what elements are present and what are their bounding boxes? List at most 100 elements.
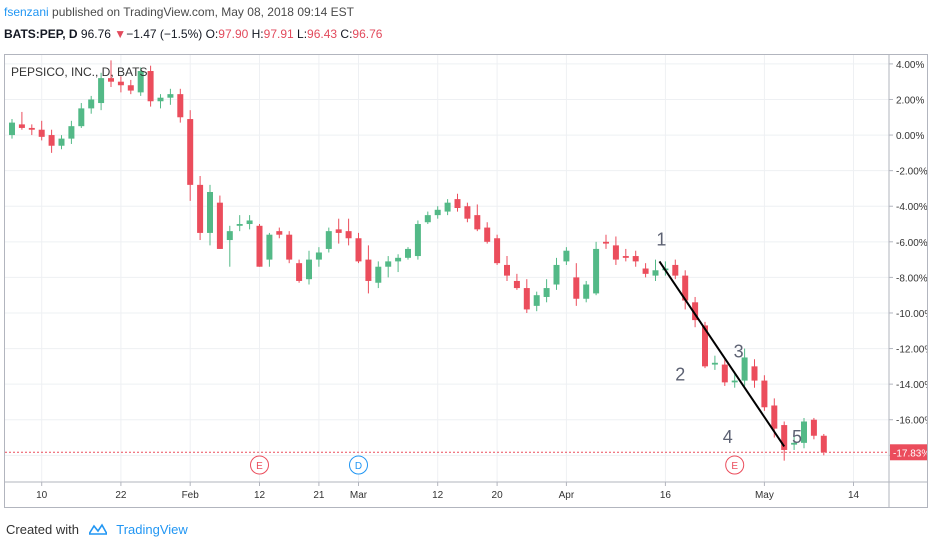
candle-body	[197, 184, 204, 233]
candle	[474, 204, 481, 232]
candle	[563, 247, 570, 265]
y-tick-label: -2.00%	[896, 167, 927, 178]
candle	[711, 355, 718, 370]
candle	[672, 259, 679, 280]
candle-body	[721, 364, 728, 383]
candle-body	[781, 425, 788, 450]
candle-body	[801, 421, 807, 443]
candle-body	[553, 264, 560, 285]
publish-info: fsenzani published on TradingView.com, M…	[4, 5, 354, 19]
candle	[108, 60, 114, 88]
candle-body	[434, 209, 441, 216]
candle	[424, 211, 431, 225]
candle-body	[345, 231, 352, 239]
y-tick-label: -4.00%	[896, 202, 927, 213]
candle-body	[642, 268, 649, 274]
candle	[682, 270, 689, 310]
y-tick-label: -8.00%	[896, 273, 927, 284]
candle	[28, 124, 35, 136]
candle-body	[177, 94, 184, 118]
candle	[721, 357, 728, 386]
symbol-label: BATS:PEP, D	[4, 27, 78, 41]
candle	[365, 245, 372, 294]
candle-body	[424, 215, 431, 223]
x-tick-label: 22	[115, 490, 127, 501]
x-tick-label: Feb	[182, 490, 200, 501]
candle	[345, 218, 352, 246]
x-tick-label: 20	[492, 490, 504, 501]
candle-body	[167, 94, 174, 98]
close-label: C:	[340, 27, 353, 41]
candle	[266, 232, 273, 267]
candle-body	[117, 81, 124, 86]
event-marker	[725, 455, 745, 475]
candle-body	[771, 405, 778, 429]
author-link[interactable]: fsenzani	[4, 5, 49, 19]
candle-body	[88, 99, 95, 109]
close-value: 96.76	[352, 27, 383, 41]
price-change: −1.47 (−1.5%)	[126, 27, 203, 41]
candle-body	[276, 231, 283, 235]
candle	[781, 421, 788, 461]
last-price-tag	[890, 444, 927, 461]
x-tick-label: 14	[848, 490, 860, 501]
candle	[464, 202, 471, 223]
candle-body	[444, 202, 451, 212]
candle-body	[573, 277, 580, 299]
candle-body	[157, 97, 164, 102]
candle-body	[672, 264, 679, 276]
candle-body	[711, 362, 718, 365]
wave-label: 1	[656, 229, 666, 249]
candle-body	[504, 264, 510, 276]
wave-label: 4	[723, 427, 733, 447]
candle-body	[306, 259, 312, 280]
candle-body	[632, 256, 639, 262]
candle	[741, 348, 748, 386]
candle-body	[58, 138, 65, 146]
open-label: O:	[205, 27, 219, 41]
y-tick-label: -12.00%	[896, 345, 927, 356]
candle-body	[147, 71, 154, 102]
high-label: H:	[251, 27, 264, 41]
candle-body	[741, 357, 748, 381]
event-marker-label: E	[731, 461, 738, 472]
y-tick-label: 4.00%	[896, 60, 924, 71]
candle-body	[484, 227, 491, 242]
event-marker	[250, 455, 269, 475]
high-value: 97.91	[263, 27, 294, 41]
candle-body	[286, 234, 293, 260]
candle-body	[98, 78, 105, 104]
candle	[593, 241, 600, 296]
candle	[117, 76, 124, 93]
candle-body	[187, 119, 194, 185]
y-tick-label: -6.00%	[896, 238, 927, 249]
y-tick-label: -14.00%	[896, 380, 927, 391]
x-tick-label: 21	[313, 490, 325, 501]
candle-body	[583, 284, 590, 299]
candle	[68, 120, 75, 144]
candle	[444, 199, 451, 216]
x-tick-label: 10	[36, 490, 48, 501]
candle	[355, 232, 362, 264]
candle	[177, 88, 184, 123]
candle-body	[246, 220, 253, 225]
candle	[167, 88, 174, 105]
tradingview-link[interactable]: TradingView	[116, 522, 188, 537]
candle	[494, 234, 501, 265]
candle	[276, 227, 283, 239]
candle-body	[494, 238, 501, 264]
candle-body	[315, 252, 322, 260]
candle-body	[414, 224, 421, 257]
candle	[187, 110, 194, 201]
candle	[395, 254, 402, 273]
candle-body	[395, 257, 402, 262]
candle-body	[296, 263, 303, 281]
candle	[791, 435, 798, 450]
candle-body	[355, 238, 362, 262]
candle-body	[38, 129, 45, 137]
publish-text: published on TradingView.com, May 08, 20…	[52, 5, 355, 19]
candle-body	[108, 78, 114, 82]
candle	[632, 250, 639, 267]
